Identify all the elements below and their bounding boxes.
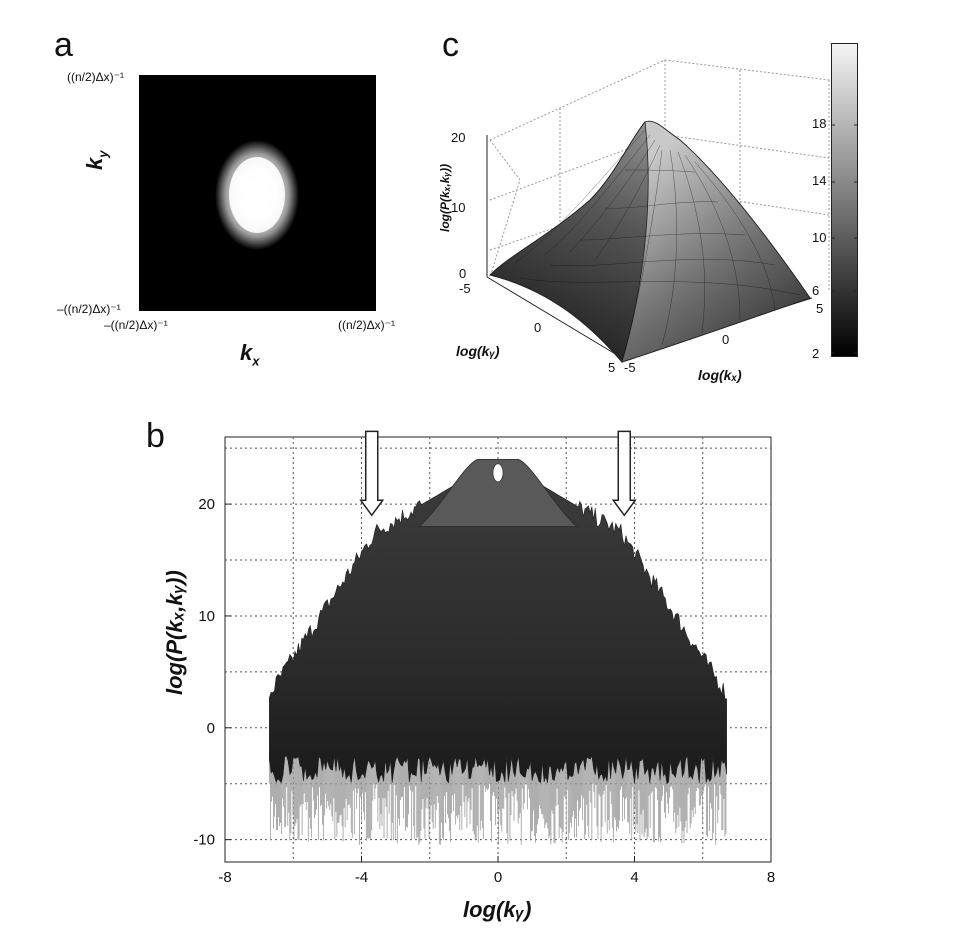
panel-c-ylabel: log(kᵧ) bbox=[456, 343, 500, 359]
panel-a-ylabel: ky bbox=[82, 150, 111, 170]
panel-c-letter: c bbox=[442, 26, 459, 64]
panel-c-x-tick: 5 bbox=[816, 301, 824, 316]
panel-c-y-tick: 5 bbox=[608, 360, 616, 375]
panel-c-z-tick: 0 bbox=[459, 266, 467, 281]
y-tick-label: 0 bbox=[207, 720, 215, 737]
down-arrow bbox=[359, 430, 385, 517]
panel-c-surface bbox=[486, 59, 830, 363]
panel-a-xlabel: kx bbox=[240, 340, 260, 369]
panel-c-x-tick: 0 bbox=[722, 332, 730, 347]
y-tick-label: 10 bbox=[198, 608, 215, 625]
panel-c-x-tick: -5 bbox=[624, 360, 636, 375]
down-arrow bbox=[611, 430, 637, 517]
panel-b-ylabel: log(P(kₓ,kᵧ)) bbox=[162, 570, 187, 695]
panel-a-x-right: ((n/2)Δx)⁻¹ bbox=[338, 318, 396, 332]
x-tick-label: 4 bbox=[630, 869, 638, 886]
panel-b-plot: -8 -4 0 4 8 -10 0 10 20 bbox=[193, 430, 775, 886]
x-tick-label: -8 bbox=[218, 869, 231, 886]
colorbar-tick: 6 bbox=[812, 283, 820, 298]
colorbar-tick: 14 bbox=[812, 173, 827, 188]
x-tick-label: 8 bbox=[767, 869, 775, 886]
y-tick-label: 20 bbox=[198, 496, 215, 513]
panel-c-y-tick: -5 bbox=[459, 281, 471, 296]
y-tick-label: -10 bbox=[193, 832, 215, 849]
panel-a-letter: a bbox=[54, 26, 73, 64]
panel-c-z-tick: 10 bbox=[451, 200, 466, 215]
panel-a-heatmap bbox=[139, 75, 376, 311]
panel-a-y-top: ((n/2)Δx)⁻¹ bbox=[67, 70, 125, 84]
panel-a-y-bottom: –((n/2)Δx)⁻¹ bbox=[57, 302, 121, 316]
colorbar-tick: 2 bbox=[812, 346, 820, 361]
x-tick-label: 0 bbox=[494, 869, 502, 886]
panel-c-colorbar bbox=[831, 43, 858, 357]
colorbar-tick: 18 bbox=[812, 116, 827, 131]
peak-cap bbox=[418, 458, 578, 527]
panel-c-z-tick: 20 bbox=[451, 130, 466, 145]
surface-silhouette bbox=[269, 459, 727, 785]
panel-b-letter: b bbox=[146, 417, 165, 455]
panel-c-zlabel: log(P(kₓ,kᵧ)) bbox=[438, 163, 452, 232]
panel-c-xlabel: log(kₓ) bbox=[698, 367, 742, 383]
x-tick-label: -4 bbox=[355, 869, 368, 886]
panel-b-xlabel: log(kᵧ) bbox=[463, 897, 532, 922]
colorbar-tick: 10 bbox=[812, 230, 827, 245]
panel-c-y-tick: 0 bbox=[534, 320, 542, 335]
panel-a-x-left: –((n/2)Δx)⁻¹ bbox=[104, 318, 168, 332]
peak-marker bbox=[492, 463, 504, 483]
